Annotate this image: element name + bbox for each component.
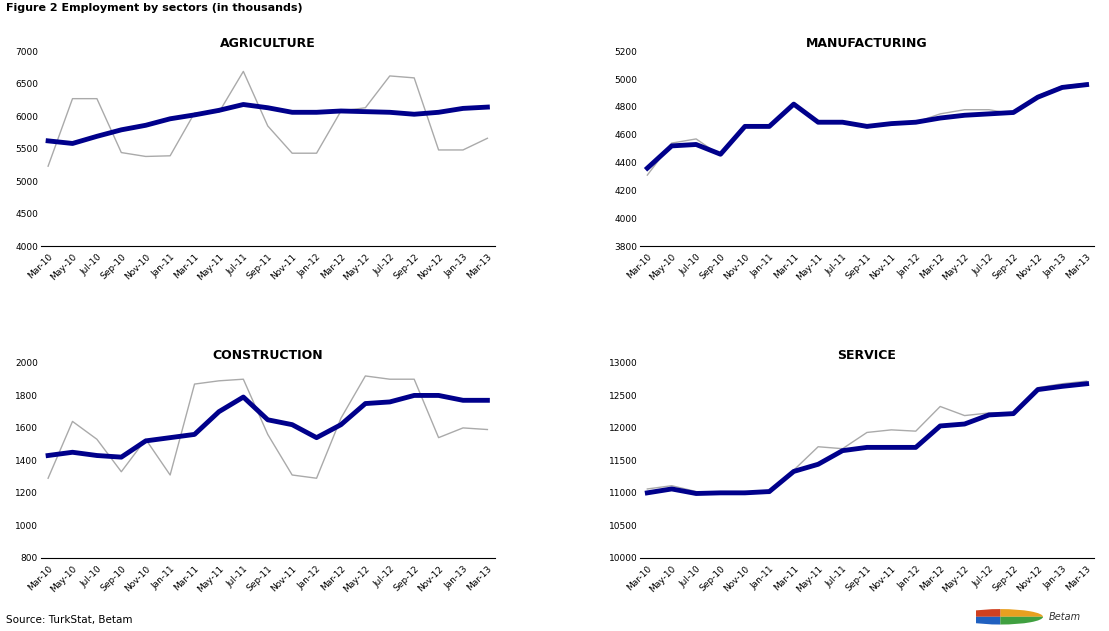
Title: AGRICULTURE: AGRICULTURE — [220, 37, 316, 50]
Title: MANUFACTURING: MANUFACTURING — [806, 37, 928, 50]
Text: Betam: Betam — [1049, 612, 1081, 622]
Title: CONSTRUCTION: CONSTRUCTION — [213, 349, 323, 362]
Wedge shape — [957, 617, 1000, 625]
Wedge shape — [1000, 609, 1042, 617]
Text: Figure 2 Employment by sectors (in thousands): Figure 2 Employment by sectors (in thous… — [6, 3, 302, 13]
Text: Source: TurkStat, Betam: Source: TurkStat, Betam — [6, 615, 132, 625]
Wedge shape — [957, 609, 1000, 617]
Wedge shape — [1000, 617, 1042, 625]
Title: SERVICE: SERVICE — [837, 349, 896, 362]
